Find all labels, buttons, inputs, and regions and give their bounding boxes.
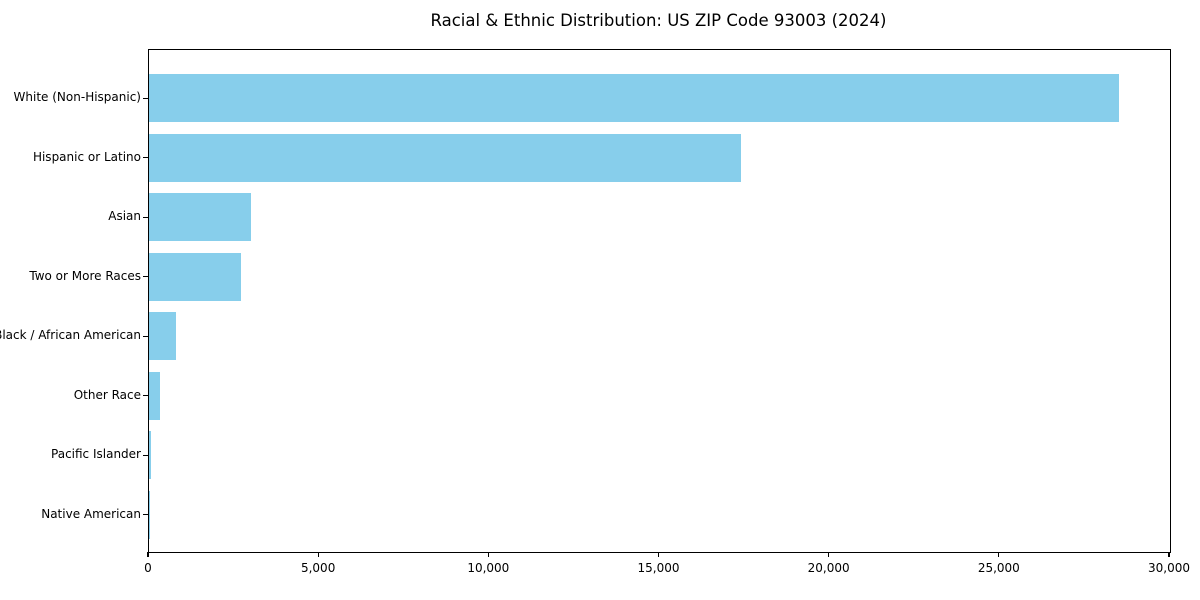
y-tick-label: Asian xyxy=(108,209,141,223)
x-tick-label: 5,000 xyxy=(300,561,336,575)
y-tick-mark xyxy=(143,514,148,516)
x-tick-label: 20,000 xyxy=(807,561,850,575)
x-tick-mark xyxy=(657,552,660,557)
plot-area xyxy=(143,49,1171,553)
chart-bar-other-race xyxy=(149,371,161,420)
x-tick-label: 10,000 xyxy=(467,561,510,575)
x-tick-label: 15,000 xyxy=(637,561,680,575)
x-tick-label: 0 xyxy=(144,561,152,575)
y-tick-label: White (Non-Hispanic) xyxy=(13,90,141,104)
chart-bar-hispanic-or-latino xyxy=(149,133,742,182)
chart-bar-asian xyxy=(149,193,252,241)
x-tick-mark xyxy=(487,552,489,557)
x-tick-mark xyxy=(1168,552,1170,557)
y-tick-label: Pacific Islander xyxy=(51,447,141,461)
y-tick-mark xyxy=(143,97,148,99)
chart-bar-two-or-more-races xyxy=(149,252,241,301)
chart-bar-white-non-hispanic xyxy=(149,74,1119,122)
y-tick-mark xyxy=(143,335,148,337)
y-tick-label: Other Race xyxy=(73,387,141,402)
x-tick-label: 30,000 xyxy=(1148,561,1190,575)
x-tick-mark xyxy=(998,552,1000,557)
y-tick-mark xyxy=(143,276,148,278)
chart-bar-black-african-american xyxy=(149,312,177,360)
x-tick-label: 25,000 xyxy=(977,561,1020,575)
y-tick-label: Black / African American xyxy=(0,328,141,342)
chart-bar-pacific-islander xyxy=(149,431,151,479)
y-tick-mark xyxy=(143,216,148,218)
x-tick-mark xyxy=(317,552,319,557)
chart-title: Racial & Ethnic Distribution: US ZIP Cod… xyxy=(430,11,887,30)
y-tick-mark xyxy=(143,454,148,456)
y-tick-label: Hispanic or Latino xyxy=(32,149,141,164)
y-tick-mark xyxy=(143,395,148,397)
y-tick-label: Two or More Races xyxy=(29,268,141,283)
y-tick-mark xyxy=(143,157,148,159)
x-tick-mark xyxy=(147,552,149,557)
y-tick-label: Native American xyxy=(41,506,141,521)
x-tick-mark xyxy=(828,552,830,557)
